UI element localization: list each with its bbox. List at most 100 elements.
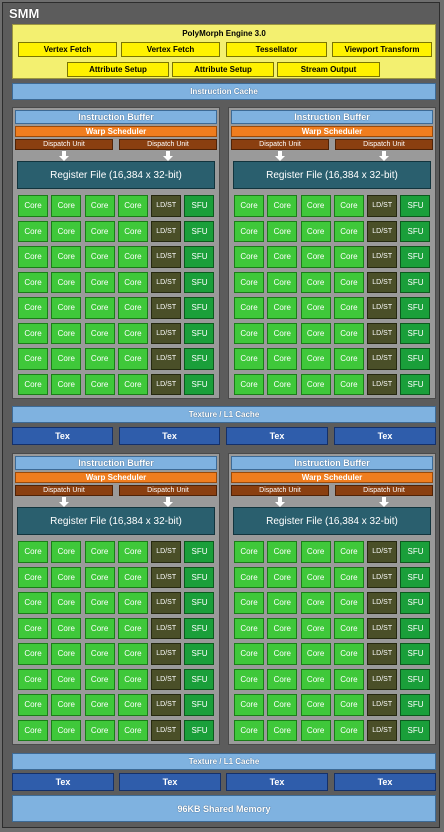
cuda-core: Core xyxy=(51,373,82,395)
attribute-setup-1: Attribute Setup xyxy=(67,62,169,77)
cuda-core: Core xyxy=(18,246,48,268)
cuda-core: Core xyxy=(300,271,331,293)
cuda-core: Core xyxy=(84,322,115,344)
cuda-core: Core xyxy=(18,348,48,370)
cuda-core: Core xyxy=(234,220,264,242)
cuda-core: Core xyxy=(84,195,115,217)
cuda-core: Core xyxy=(84,617,115,639)
cuda-core: Core xyxy=(84,246,115,268)
sfu-unit: SFU xyxy=(400,592,431,614)
tex-unit: Tex xyxy=(12,427,113,445)
dispatch-unit: Dispatch Unit xyxy=(335,139,433,150)
cuda-core: Core xyxy=(300,373,331,395)
tex-unit: Tex xyxy=(119,427,220,445)
dispatch-unit: Dispatch Unit xyxy=(231,485,329,496)
cuda-core: Core xyxy=(51,220,82,242)
quadrant-bottom-left: Instruction Buffer Warp Scheduler Dispatch… xyxy=(12,453,220,745)
sfu-unit: SFU xyxy=(400,220,431,242)
cuda-core: Core xyxy=(117,195,148,217)
ld-st-unit: LD/ST xyxy=(367,668,398,690)
warp-scheduler: Warp Scheduler xyxy=(15,472,217,483)
cuda-core: Core xyxy=(84,297,115,319)
cuda-core: Core xyxy=(18,541,48,563)
cuda-core: Core xyxy=(117,617,148,639)
cuda-core: Core xyxy=(267,348,298,370)
down-arrow-icon xyxy=(379,497,389,507)
tex-unit: Tex xyxy=(334,427,436,445)
dispatch-unit: Dispatch Unit xyxy=(119,139,217,150)
cuda-core: Core xyxy=(117,668,148,690)
cuda-core: Core xyxy=(84,694,115,716)
quadrant-top-right: Instruction Buffer Warp Scheduler Dispatch… xyxy=(228,107,436,399)
instruction-buffer: Instruction Buffer xyxy=(15,456,217,470)
sfu-unit: SFU xyxy=(400,297,431,319)
cuda-core: Core xyxy=(333,566,364,588)
texture-l1-cache-top: Texture / L1 Cache xyxy=(12,406,436,423)
ld-st-unit: LD/ST xyxy=(151,694,182,716)
cuda-core: Core xyxy=(84,643,115,665)
cuda-core: Core xyxy=(51,297,82,319)
sfu-unit: SFU xyxy=(184,195,215,217)
cuda-core: Core xyxy=(84,719,115,741)
cuda-core: Core xyxy=(234,719,264,741)
tex-unit: Tex xyxy=(226,773,328,791)
cuda-core: Core xyxy=(117,322,148,344)
sfu-unit: SFU xyxy=(184,541,215,563)
sfu-unit: SFU xyxy=(184,220,215,242)
cuda-core: Core xyxy=(234,322,264,344)
quadrant-top-left: Instruction Buffer Warp Scheduler Dispatch… xyxy=(12,107,220,399)
sfu-unit: SFU xyxy=(184,566,215,588)
cuda-core: Core xyxy=(300,566,331,588)
ld-st-unit: LD/ST xyxy=(151,373,182,395)
sfu-unit: SFU xyxy=(184,373,215,395)
cuda-core: Core xyxy=(267,566,298,588)
cuda-core: Core xyxy=(117,246,148,268)
polymorph-engine: PolyMorph Engine 3.0 Vertex Fetch Vertex… xyxy=(12,24,436,79)
cuda-core: Core xyxy=(333,297,364,319)
cuda-core: Core xyxy=(117,297,148,319)
sfu-unit: SFU xyxy=(400,694,431,716)
cuda-core: Core xyxy=(51,271,82,293)
cuda-core: Core xyxy=(300,643,331,665)
cuda-core: Core xyxy=(300,592,331,614)
tex-unit: Tex xyxy=(226,427,328,445)
down-arrow-icon xyxy=(163,151,173,161)
ld-st-unit: LD/ST xyxy=(367,246,398,268)
cuda-core: Core xyxy=(333,220,364,242)
cuda-core: Core xyxy=(18,271,48,293)
cuda-core: Core xyxy=(51,592,82,614)
cuda-core: Core xyxy=(267,297,298,319)
cuda-core: Core xyxy=(333,643,364,665)
cuda-core: Core xyxy=(117,271,148,293)
cuda-core: Core xyxy=(18,297,48,319)
cuda-core: Core xyxy=(267,246,298,268)
cuda-core: Core xyxy=(51,195,82,217)
execution-unit-grid: Core Core Core Core LD/ST SFU Core Core Core Core… xyxy=(234,541,431,741)
cuda-core: Core xyxy=(300,668,331,690)
cuda-core: Core xyxy=(117,541,148,563)
cuda-core: Core xyxy=(333,246,364,268)
cuda-core: Core xyxy=(333,271,364,293)
cuda-core: Core xyxy=(84,373,115,395)
ld-st-unit: LD/ST xyxy=(367,195,398,217)
cuda-core: Core xyxy=(117,694,148,716)
cuda-core: Core xyxy=(51,694,82,716)
cuda-core: Core xyxy=(333,322,364,344)
cuda-core: Core xyxy=(300,195,331,217)
warp-scheduler: Warp Scheduler xyxy=(231,472,433,483)
sfu-unit: SFU xyxy=(184,297,215,319)
execution-unit-grid: Core Core Core Core LD/ST SFU Core Core Core Core… xyxy=(18,541,215,741)
cuda-core: Core xyxy=(333,694,364,716)
cuda-core: Core xyxy=(234,617,264,639)
cuda-core: Core xyxy=(267,643,298,665)
cuda-core: Core xyxy=(300,719,331,741)
cuda-core: Core xyxy=(51,322,82,344)
cuda-core: Core xyxy=(51,246,82,268)
cuda-core: Core xyxy=(300,322,331,344)
cuda-core: Core xyxy=(84,566,115,588)
cuda-core: Core xyxy=(51,643,82,665)
cuda-core: Core xyxy=(333,348,364,370)
cuda-core: Core xyxy=(51,668,82,690)
ld-st-unit: LD/ST xyxy=(367,643,398,665)
register-file: Register File (16,384 x 32-bit) xyxy=(233,161,431,189)
